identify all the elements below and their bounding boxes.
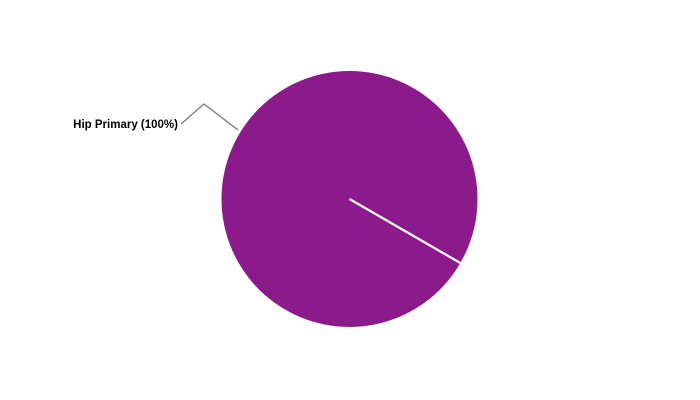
slice-label-hip-primary: Hip Primary (100%) xyxy=(73,119,178,131)
pie-slice-edge-line xyxy=(348,198,461,264)
slice-leader-line xyxy=(180,103,239,131)
